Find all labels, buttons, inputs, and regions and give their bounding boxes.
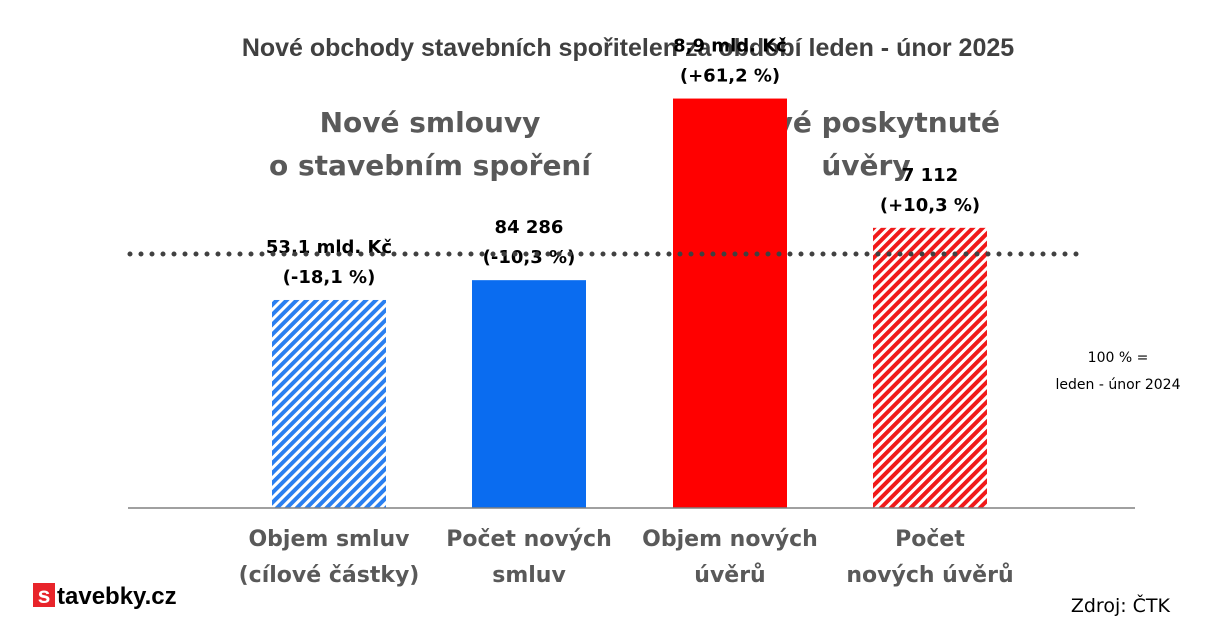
- data-label-3-value: 8,9 mld. Kč: [673, 36, 787, 57]
- reference-label-line2: leden - únor 2024: [1056, 377, 1181, 393]
- bar-2: [472, 280, 586, 508]
- data-label-4-value: 7 112: [902, 165, 958, 186]
- group-title-loans-line2: úvěry: [821, 149, 910, 182]
- labels-layer: 53,1 mld. Kč(-18,1 %)Objem smluv(cílové …: [239, 36, 1014, 588]
- data-label-1-change: (-18,1 %): [283, 267, 376, 288]
- category-label-4-line2: nových úvěrů: [846, 563, 1013, 588]
- category-label-3-line1: Objem nových: [642, 527, 818, 552]
- category-label-2-line2: smluv: [492, 563, 566, 588]
- logo-letter: s: [38, 582, 51, 608]
- source-note: Zdroj: ČTK: [1071, 593, 1171, 617]
- category-label-3-line2: úvěrů: [694, 563, 765, 588]
- data-label-2-value: 84 286: [495, 217, 564, 238]
- group-title-contracts-line2: o stavebním spoření: [269, 149, 592, 182]
- bars-layer: [272, 98, 987, 508]
- logo: s tavebky.cz: [33, 582, 177, 610]
- data-label-4-change: (+10,3 %): [880, 195, 980, 216]
- bar-3: [673, 98, 787, 508]
- reference-label-line1: 100 % =: [1088, 350, 1149, 366]
- category-label-4-line1: Počet: [895, 527, 965, 552]
- chart-title: Nové obchody stavebních spořitelen za ob…: [242, 34, 1014, 62]
- category-label-2-line1: Počet nových: [446, 527, 612, 552]
- logo-text: tavebky.cz: [57, 583, 177, 610]
- data-label-3-change: (+61,2 %): [680, 66, 780, 87]
- category-label-1-line1: Objem smluv: [248, 527, 410, 552]
- bar-1: [272, 299, 386, 508]
- group-title-contracts-line1: Nové smlouvy: [320, 106, 541, 139]
- data-label-2-change: (-10,3 %): [483, 247, 576, 268]
- logo-badge: [33, 583, 55, 607]
- bar-4: [873, 227, 987, 508]
- category-label-1-line2: (cílové částky): [239, 563, 420, 588]
